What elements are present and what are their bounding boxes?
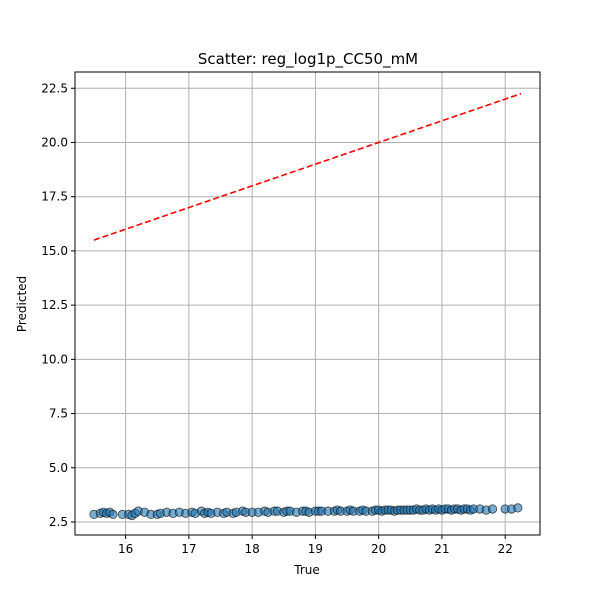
x-axis-label: True: [293, 563, 320, 577]
y-tick-label: 2.5: [49, 515, 68, 529]
y-tick-label: 12.5: [41, 298, 68, 312]
y-axis-label: Predicted: [15, 276, 29, 332]
y-tick-label: 10.0: [41, 352, 68, 366]
x-axis: 16 17 18 19 20 21 22: [118, 535, 513, 556]
y-tick-label: 15.0: [41, 244, 68, 258]
grid: [75, 72, 540, 535]
data-point: [513, 503, 523, 513]
y-tick-label: 5.0: [49, 461, 68, 475]
data-point: [487, 504, 498, 514]
x-tick-label: 17: [181, 542, 196, 556]
y-tick-label: 17.5: [41, 190, 68, 204]
x-tick-label: 19: [308, 542, 323, 556]
reference-line-group: [93, 92, 522, 241]
x-tick-label: 22: [498, 542, 513, 556]
y-tick-label: 22.5: [41, 81, 68, 95]
y-tick-label: 7.5: [49, 407, 68, 421]
reference-line: [93, 92, 522, 241]
data-point: [108, 509, 118, 519]
plot-frame: [74, 71, 541, 536]
y-axis: 2.5 5.0 7.5 10.0 12.5 15.0 17.5 20.0 22.5: [41, 81, 75, 529]
points-group: [89, 503, 523, 521]
x-tick-label: 20: [371, 542, 386, 556]
x-tick-label: 18: [245, 542, 260, 556]
y-tick-label: 20.0: [41, 135, 68, 149]
x-tick-label: 16: [118, 542, 133, 556]
x-tick-label: 21: [434, 542, 449, 556]
chart-title: Scatter: reg_log1p_CC50_mM: [198, 50, 418, 69]
